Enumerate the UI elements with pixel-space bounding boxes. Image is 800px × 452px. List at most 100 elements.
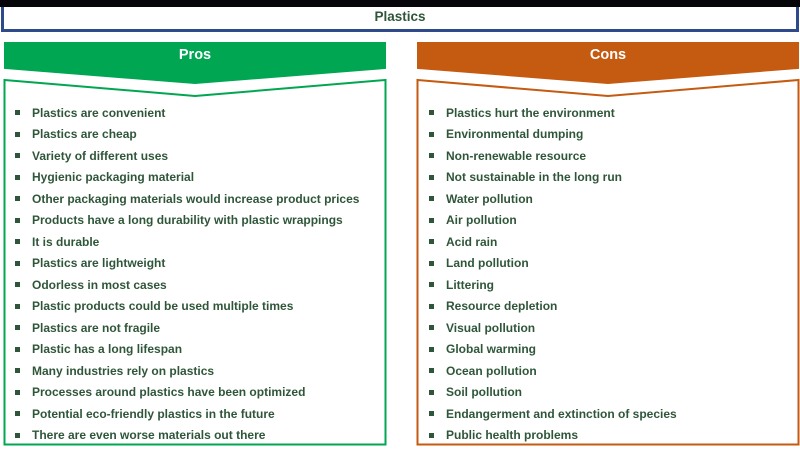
list-item-text: Public health problems bbox=[446, 428, 579, 443]
bullet-square-icon bbox=[429, 174, 434, 180]
bullet-square-icon bbox=[15, 260, 20, 266]
bullet-square-icon bbox=[429, 389, 434, 395]
list-item-text: Acid rain bbox=[446, 234, 498, 249]
cons-list-item: Plastics hurt the environment bbox=[418, 102, 796, 124]
bullet-square-icon bbox=[15, 389, 20, 395]
pros-list-item: Plastics are cheap bbox=[4, 124, 382, 146]
list-item-text: Processes around plastics have been opti… bbox=[32, 385, 306, 400]
pros-list-item: Variety of different uses bbox=[4, 145, 382, 167]
bullet-square-icon bbox=[15, 303, 20, 309]
cons-list-item: Water pollution bbox=[418, 188, 796, 210]
list-item-text: Not sustainable in the long run bbox=[446, 170, 623, 185]
list-item-text: Plastics are cheap bbox=[32, 127, 137, 142]
list-item-text: Plastics are not fragile bbox=[32, 320, 161, 335]
cons-list-item: Visual pollution bbox=[418, 317, 796, 339]
pros-list-item: Plastics are not fragile bbox=[4, 317, 382, 339]
pros-list-item: Odorless in most cases bbox=[4, 274, 382, 296]
bullet-square-icon bbox=[15, 110, 20, 116]
list-item-text: Plastics are convenient bbox=[32, 105, 166, 120]
list-item-text: Hygienic packaging material bbox=[32, 170, 195, 185]
page-title: Plastics bbox=[374, 9, 426, 24]
bullet-square-icon bbox=[15, 282, 20, 288]
list-item-text: Plastics hurt the environment bbox=[446, 105, 615, 120]
pros-list-item: Processes around plastics have been opti… bbox=[4, 382, 382, 404]
bullet-square-icon bbox=[15, 368, 20, 374]
cons-list-item: Endangerment and extinction of species bbox=[418, 403, 796, 425]
cons-box-outline bbox=[416, 78, 800, 446]
pros-list-item: Hygienic packaging material bbox=[4, 167, 382, 189]
pros-list: Plastics are convenient Plastics are che… bbox=[4, 102, 382, 446]
bullet-square-icon bbox=[429, 110, 434, 116]
cons-list-item: Environmental dumping bbox=[418, 124, 796, 146]
cons-list-item: Ocean pollution bbox=[418, 360, 796, 382]
pros-list-item: Plastics are convenient bbox=[4, 102, 382, 124]
bullet-square-icon bbox=[429, 411, 434, 417]
pros-list-item: There are even worse materials out there bbox=[4, 425, 382, 447]
cons-list-item: Global warming bbox=[418, 339, 796, 361]
list-item-text: Air pollution bbox=[446, 213, 517, 228]
bullet-square-icon bbox=[429, 217, 434, 223]
pros-list-item: Many industries rely on plastics bbox=[4, 360, 382, 382]
cons-list-item: Soil pollution bbox=[418, 382, 796, 404]
pros-box-outline bbox=[3, 78, 387, 446]
bullet-square-icon bbox=[15, 131, 20, 137]
bullet-square-icon bbox=[15, 153, 20, 159]
bullet-square-icon bbox=[15, 346, 20, 352]
bullet-square-icon bbox=[15, 325, 20, 331]
bullet-square-icon bbox=[429, 131, 434, 137]
bullet-square-icon bbox=[15, 174, 20, 180]
cons-list-item: Public health problems bbox=[418, 425, 796, 447]
pros-list-item: Plastic products could be used multiple … bbox=[4, 296, 382, 318]
bullet-square-icon bbox=[15, 239, 20, 245]
cons-list-item: Non-renewable resource bbox=[418, 145, 796, 167]
bullet-square-icon bbox=[429, 282, 434, 288]
bullet-square-icon bbox=[429, 260, 434, 266]
list-item-text: Plastic has a long lifespan bbox=[32, 342, 183, 357]
title-bar: Plastics bbox=[1, 2, 799, 32]
pros-list-item: Plastic has a long lifespan bbox=[4, 339, 382, 361]
list-item-text: Non-renewable resource bbox=[446, 148, 587, 163]
cons-list-item: Land pollution bbox=[418, 253, 796, 275]
pros-list-item: Potential eco-friendly plastics in the f… bbox=[4, 403, 382, 425]
bullet-square-icon bbox=[15, 411, 20, 417]
list-item-text: It is durable bbox=[32, 234, 100, 249]
list-item-text: There are even worse materials out there bbox=[32, 428, 266, 443]
bullet-square-icon bbox=[15, 432, 20, 438]
list-item-text: Land pollution bbox=[446, 256, 529, 271]
list-item-text: Other packaging materials would increase… bbox=[32, 191, 360, 206]
list-item-text: Global warming bbox=[446, 342, 537, 357]
cons-list-item: Air pollution bbox=[418, 210, 796, 232]
list-item-text: Products have a long durability with pla… bbox=[32, 213, 343, 228]
list-item-text: Potential eco-friendly plastics in the f… bbox=[32, 406, 275, 421]
pros-header-label: Pros bbox=[178, 47, 212, 63]
bullet-square-icon bbox=[429, 346, 434, 352]
bullet-square-icon bbox=[15, 196, 20, 202]
list-item-text: Soil pollution bbox=[446, 385, 522, 400]
list-item-text: Ocean pollution bbox=[446, 363, 537, 378]
list-item-text: Odorless in most cases bbox=[32, 277, 167, 292]
bullet-square-icon bbox=[429, 196, 434, 202]
list-item-text: Endangerment and extinction of species bbox=[446, 406, 677, 421]
list-item-text: Plastics are lightweight bbox=[32, 256, 166, 271]
bottom-edge-strip bbox=[0, 0, 800, 7]
cons-list-item: Not sustainable in the long run bbox=[418, 167, 796, 189]
bullet-square-icon bbox=[429, 432, 434, 438]
list-item-text: Variety of different uses bbox=[32, 148, 169, 163]
bullet-square-icon bbox=[429, 303, 434, 309]
bullet-square-icon bbox=[429, 368, 434, 374]
cons-list-item: Resource depletion bbox=[418, 296, 796, 318]
list-item-text: Environmental dumping bbox=[446, 127, 584, 142]
list-item-text: Resource depletion bbox=[446, 299, 558, 314]
bullet-square-icon bbox=[429, 239, 434, 245]
list-item-text: Many industries rely on plastics bbox=[32, 363, 215, 378]
bullet-square-icon bbox=[429, 325, 434, 331]
pros-list-item: Plastics are lightweight bbox=[4, 253, 382, 275]
cons-header-label: Cons bbox=[589, 47, 627, 63]
list-item-text: Water pollution bbox=[446, 191, 533, 206]
bullet-square-icon bbox=[429, 153, 434, 159]
pros-list-item: It is durable bbox=[4, 231, 382, 253]
bullet-square-icon bbox=[15, 217, 20, 223]
cons-list-item: Littering bbox=[418, 274, 796, 296]
pros-list-item: Products have a long durability with pla… bbox=[4, 210, 382, 232]
